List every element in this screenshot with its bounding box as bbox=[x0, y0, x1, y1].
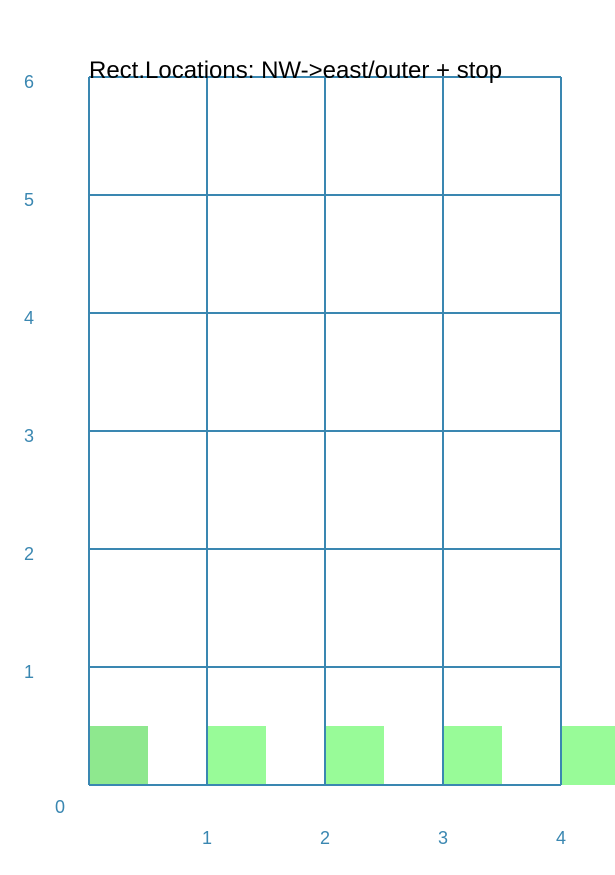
x-label-2: 2 bbox=[320, 828, 330, 848]
grid-layer bbox=[88, 76, 562, 786]
diagram-title: Rect.Locations: NW->east/outer + stop bbox=[89, 57, 502, 84]
y-label-3: 3 bbox=[24, 426, 34, 446]
green-square-2 bbox=[325, 726, 384, 785]
y-label-5: 5 bbox=[24, 190, 34, 210]
green-square-3 bbox=[443, 726, 502, 785]
x-label-4: 4 bbox=[556, 828, 566, 848]
green-square-0 bbox=[89, 726, 148, 785]
green-square-4 bbox=[561, 726, 615, 785]
y-label-6: 6 bbox=[24, 72, 34, 92]
y-label-0: 0 bbox=[55, 797, 65, 817]
y-label-4: 4 bbox=[24, 308, 34, 328]
green-square-1 bbox=[207, 726, 266, 785]
x-label-3: 3 bbox=[438, 828, 448, 848]
squares-layer bbox=[89, 726, 615, 785]
axis-labels: 0 1 2 3 4 5 6 1 2 3 4 bbox=[24, 72, 566, 848]
x-label-1: 1 bbox=[202, 828, 212, 848]
y-label-2: 2 bbox=[24, 544, 34, 564]
y-label-1: 1 bbox=[24, 662, 34, 682]
